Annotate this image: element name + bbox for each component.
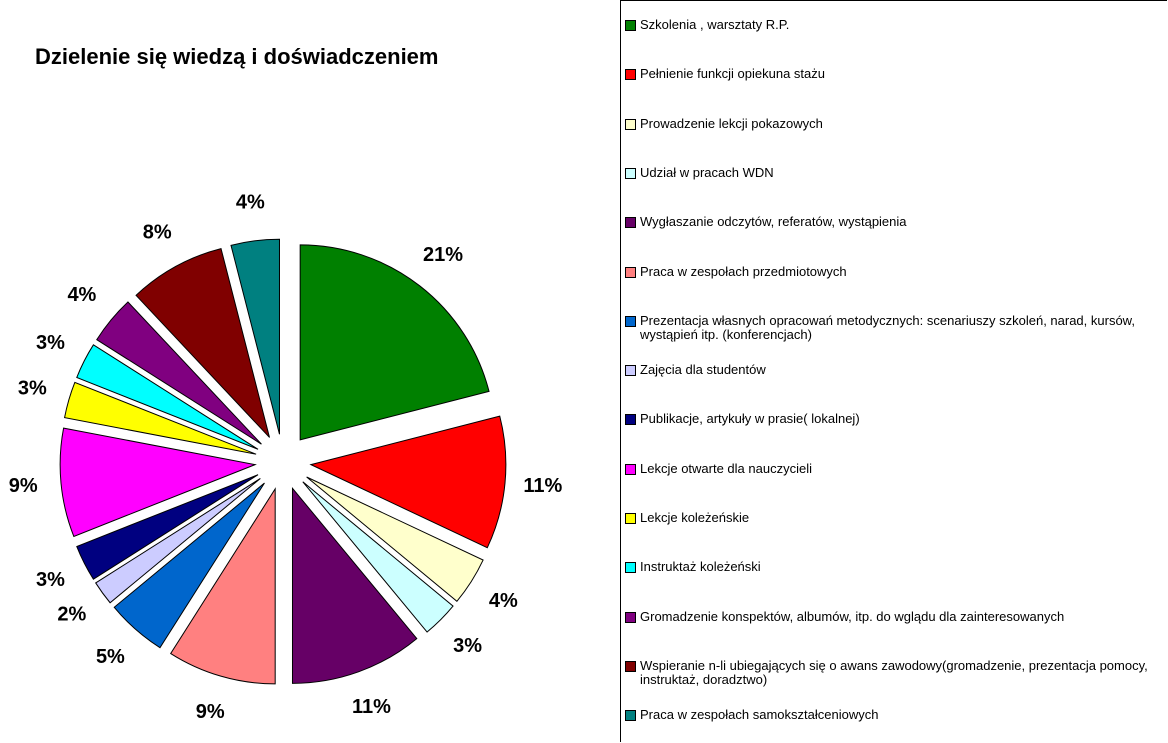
pie-slice — [96, 301, 262, 445]
data-label: 4% — [67, 284, 96, 306]
legend-label: Gromadzenie konspektów, albumów, itp. do… — [640, 608, 1065, 624]
pie-slice — [299, 244, 490, 441]
legend-label: Wspieranie n-li ubiegających się o awans… — [640, 657, 1148, 687]
data-label: 4% — [489, 590, 518, 612]
legend-swatch — [625, 266, 636, 278]
legend-label: Prezentacja własnych opracowań metodyczn… — [640, 312, 1135, 342]
legend-item: Udział w pracach WDN — [625, 164, 1167, 180]
legend-label: Lekcje koleżeńskie — [640, 510, 750, 525]
data-label: 5% — [96, 646, 125, 668]
legend-swatch — [625, 414, 636, 426]
pie-slice — [63, 381, 257, 455]
data-label: 3% — [453, 635, 482, 657]
pie-slice — [95, 478, 261, 604]
legend-label: Publikacje, artykuły w prasie( lokalnej) — [640, 411, 860, 427]
chart-title: Dzielenie się wiedzą i doświadczeniem — [35, 44, 438, 69]
legend-swatch — [625, 463, 636, 475]
pie-slice — [170, 487, 276, 685]
data-label: 21% — [423, 244, 463, 266]
legend-item: Pełnienie funkcji opiekuna stażu — [625, 67, 1167, 81]
legend-label: Udział w pracach WDN — [640, 164, 774, 180]
data-label: 3% — [36, 569, 65, 591]
pie-slice — [135, 247, 270, 438]
legend-item: Publikacje, artykuły w prasie( lokalnej) — [625, 412, 1167, 426]
legend-item: Prowadzenie lekcji pokazowych — [625, 115, 1167, 131]
legend-item: Zajęcia dla studentów — [625, 363, 1167, 377]
data-label: 3% — [18, 377, 47, 399]
legend-label: Lekcje otwarte dla nauczycieli — [640, 460, 812, 476]
legend-item: Gromadzenie konspektów, albumów, itp. do… — [625, 608, 1167, 624]
legend-item: Wygłaszanie odczytów, referatów, wystąpi… — [625, 215, 1167, 229]
legend-label: Wygłaszanie odczytów, referatów, wystąpi… — [640, 214, 907, 230]
legend-item: Praca w zespołach samokształceniowych — [625, 708, 1167, 722]
legend-swatch — [625, 118, 636, 130]
pie-slice — [113, 482, 265, 649]
legend-swatch — [625, 513, 636, 524]
data-label: 11% — [352, 696, 391, 718]
legend-label: Prowadzenie lekcji pokazowych — [640, 115, 823, 131]
data-label: 11% — [523, 475, 562, 497]
legend-item: Prezentacja własnych opracowań metodyczn… — [625, 312, 1167, 342]
pie-slice — [309, 415, 507, 549]
legend-label: Praca w zespołach samokształceniowych — [640, 707, 879, 723]
data-label: 9% — [9, 475, 38, 497]
legend-swatch — [625, 20, 636, 31]
legend-item: Szkolenia , warsztaty R.P. — [625, 18, 1167, 32]
legend-label: Pełnienie funkcji opiekuna stażu — [640, 66, 826, 82]
legend-swatch — [625, 562, 636, 574]
pie-slice — [230, 238, 280, 435]
legend-swatch — [625, 660, 636, 672]
legend-swatch — [625, 710, 636, 722]
legend-item: Praca w zespołach przedmiotowych — [625, 263, 1167, 279]
legend-item: Lekcje otwarte dla nauczycieli — [625, 460, 1167, 476]
legend-swatch — [625, 69, 636, 81]
data-label: 8% — [143, 222, 172, 244]
legend-swatch — [625, 365, 636, 377]
data-label: 2% — [57, 604, 86, 626]
chart: Dzielenie się wiedzą i doświadczeniem 21… — [9, 44, 563, 723]
pie-slice — [306, 476, 484, 603]
legend-swatch — [625, 167, 636, 179]
legend-label: Zajęcia dla studentów — [640, 362, 766, 378]
legend-label: Praca w zespołach przedmiotowych — [640, 263, 847, 279]
legend-item: Wspieranie n-li ubiegających się o awans… — [625, 657, 1167, 687]
legend-swatch — [625, 611, 636, 623]
data-label: 9% — [196, 701, 225, 723]
data-label: 3% — [36, 332, 65, 354]
pie-slice — [76, 344, 259, 450]
legend: Szkolenia , warsztaty R.P. Pełnienie funk… — [620, 0, 1167, 742]
legend-label: Szkolenia , warsztaty R.P. — [640, 17, 790, 32]
pie-slice — [76, 474, 259, 580]
pie-slice — [302, 481, 454, 633]
legend-item: Lekcje koleżeńskie — [625, 511, 1167, 525]
legend-swatch — [625, 217, 636, 229]
legend-item: Instruktaż koleżeński — [625, 560, 1167, 574]
data-label: 4% — [236, 191, 265, 213]
legend-label: Instruktaż koleżeński — [640, 559, 761, 575]
legend-swatch — [625, 315, 636, 327]
pie-slice — [291, 486, 418, 684]
pie-slice — [59, 427, 257, 538]
